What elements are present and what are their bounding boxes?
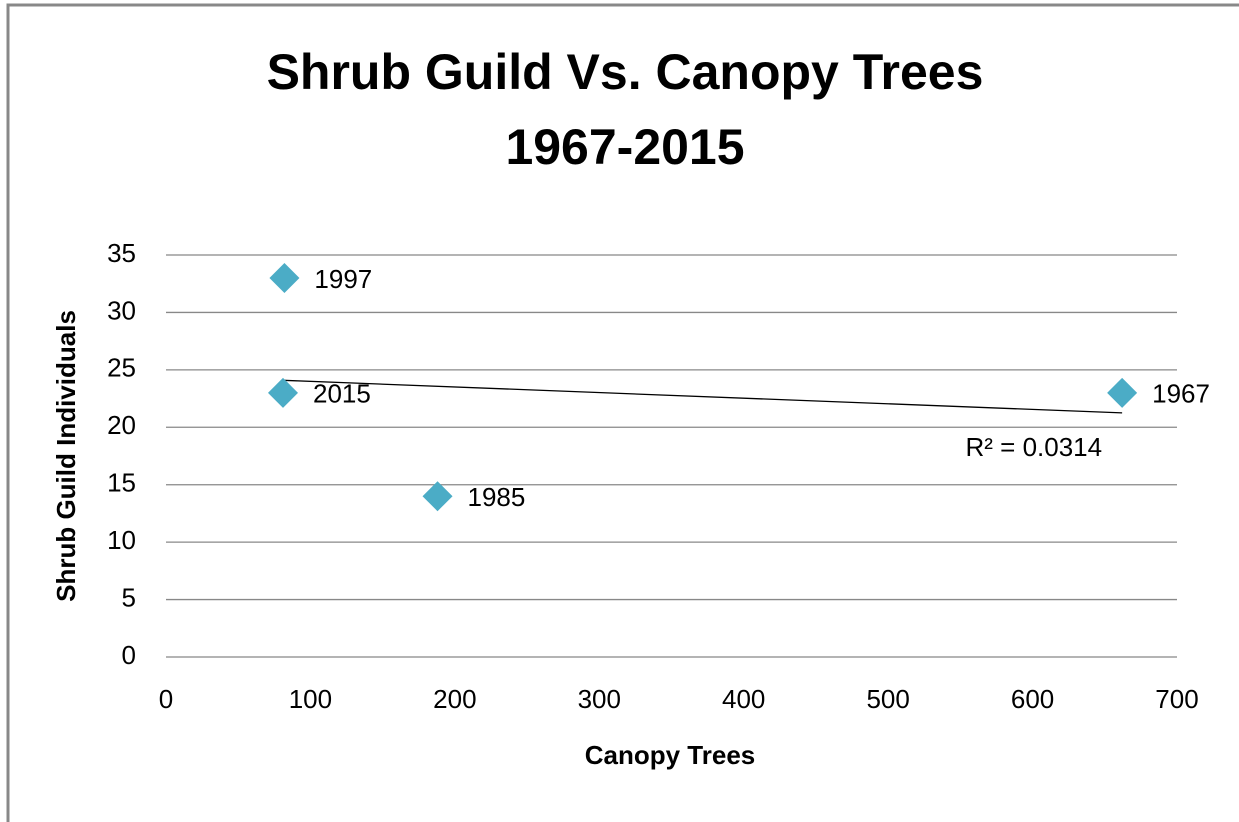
point-label: 1967 — [1152, 379, 1210, 409]
y-axis-title: Shrub Guild Individuals — [51, 310, 81, 602]
y-tick-label: 25 — [107, 353, 136, 383]
x-tick-label: 600 — [1011, 684, 1054, 714]
y-tick-label: 10 — [107, 525, 136, 555]
y-tick-label: 30 — [107, 295, 136, 325]
point — [422, 481, 453, 512]
point-label: 1997 — [314, 264, 372, 294]
y-tick-label: 15 — [107, 468, 136, 498]
point — [1107, 377, 1138, 408]
x-tick-label: 500 — [866, 684, 909, 714]
chart-frame — [6, 3, 1239, 822]
x-tick-label: 200 — [433, 684, 476, 714]
x-tick-label: 400 — [722, 684, 765, 714]
trendline-annotation: R² = 0.0314 — [966, 432, 1103, 462]
x-axis-title: Canopy Trees — [585, 740, 756, 770]
point — [269, 262, 300, 293]
point — [267, 377, 298, 408]
chart-title: Shrub Guild Vs. Canopy Trees — [267, 44, 984, 100]
point-label: 1985 — [468, 482, 526, 512]
trendline — [282, 379, 1123, 414]
y-tick-label: 5 — [122, 582, 136, 612]
x-tick-label: 0 — [159, 684, 173, 714]
chart-subtitle: 1967-2015 — [505, 119, 744, 175]
x-tick-label: 300 — [578, 684, 621, 714]
y-tick-label: 35 — [107, 238, 136, 268]
y-tick-label: 0 — [122, 640, 136, 670]
x-tick-label: 100 — [289, 684, 332, 714]
point-label: 2015 — [313, 379, 371, 409]
y-tick-label: 20 — [107, 410, 136, 440]
x-tick-label: 700 — [1155, 684, 1198, 714]
